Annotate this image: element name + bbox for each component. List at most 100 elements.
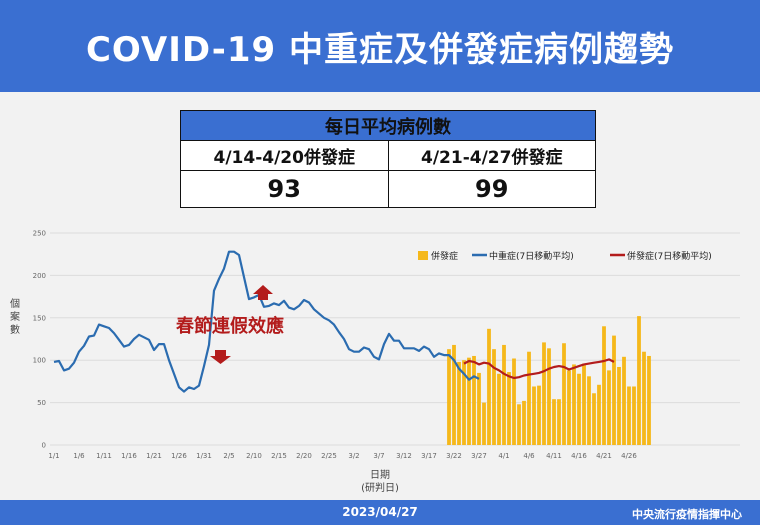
- y-axis-label-1: 個: [10, 297, 20, 310]
- complication-bar: [627, 386, 631, 445]
- arrow-up-icon: [253, 285, 273, 300]
- x-tick-label: 2/25: [321, 452, 337, 460]
- x-tick-label: 3/7: [373, 452, 384, 460]
- complication-bar: [517, 404, 521, 445]
- x-tick-label: 3/2: [348, 452, 359, 460]
- complication-bar: [462, 360, 466, 445]
- complication-bar: [542, 342, 546, 445]
- x-axis-label: 日期: [370, 469, 390, 481]
- complication-bar: [472, 355, 476, 445]
- complication-bar: [447, 349, 451, 445]
- y-tick-label: 250: [33, 230, 46, 238]
- complication-bar: [527, 351, 531, 445]
- page-header: COVID-19 中重症及併發症病例趨勢: [0, 0, 760, 92]
- x-tick-label: 4/16: [571, 452, 587, 460]
- complication-bar: [492, 349, 496, 445]
- y-tick-label: 100: [33, 357, 46, 365]
- complication-bar: [612, 335, 616, 445]
- annotation-text: 春節連假效應: [176, 315, 284, 337]
- complication-bar: [532, 386, 536, 445]
- complication-bar: [647, 355, 651, 445]
- col1-value: 93: [180, 170, 389, 208]
- complication-bar: [512, 358, 516, 445]
- legend: 併發症 中重症(7日移動平均) 併發症(7日移動平均): [418, 250, 712, 262]
- footer-org: 中央流行疫情指揮中心: [632, 508, 742, 521]
- col2-label: 4/21-4/27併發症: [387, 140, 596, 171]
- y-tick-label: 150: [33, 314, 46, 322]
- x-tick-label: 1/6: [73, 452, 85, 460]
- x-tick-label: 2/5: [223, 452, 234, 460]
- arrow-down-icon: [210, 350, 231, 364]
- x-tick-label: 1/16: [121, 452, 137, 460]
- gridlines: [50, 232, 740, 446]
- y-tick-label: 50: [37, 399, 46, 407]
- complication-bar: [617, 366, 621, 445]
- x-tick-label: 3/22: [446, 452, 462, 460]
- complication-bars: [447, 316, 651, 445]
- complication-bar: [642, 351, 646, 445]
- x-tick-label: 1/31: [196, 452, 212, 460]
- x-tick-label: 3/27: [471, 452, 487, 460]
- x-tick-label: 1/1: [48, 452, 59, 460]
- complication-bar: [497, 373, 501, 445]
- x-tick-label: 3/12: [396, 452, 412, 460]
- y-axis-label-3: 數: [10, 323, 20, 336]
- y-tick-label: 200: [33, 272, 46, 280]
- severe-ma7-line: [53, 250, 480, 393]
- col2-value: 99: [387, 170, 596, 208]
- complication-bar: [622, 356, 626, 445]
- page-title: COVID-19 中重症及併發症病例趨勢: [85, 29, 675, 70]
- complication-bar: [587, 376, 591, 445]
- legend-swatch-bar: [418, 251, 428, 260]
- complication-bar: [597, 384, 601, 445]
- complication-bar: [557, 399, 561, 445]
- complication-bar: [637, 316, 641, 445]
- legend-label-comp-ma7: 併發症(7日移動平均): [627, 250, 712, 262]
- complication-bar: [467, 357, 471, 445]
- x-tick-label: 1/26: [171, 452, 187, 460]
- x-tick-label: 2/20: [296, 452, 312, 460]
- y-axis-label-2: 案: [10, 310, 20, 323]
- page-footer: 2023/04/27 中央流行疫情指揮中心: [0, 500, 760, 525]
- y-tick-labels: 0 50 100 150 200 250: [33, 230, 46, 450]
- footer-date: 2023/04/27: [342, 505, 418, 519]
- complication-bar: [607, 370, 611, 445]
- complication-bar: [507, 372, 511, 445]
- complication-bar: [572, 364, 576, 445]
- complication-bar: [567, 370, 571, 445]
- complication-bar: [477, 372, 481, 445]
- x-tick-label: 2/10: [246, 452, 262, 460]
- x-tick-label: 2/15: [271, 452, 287, 460]
- daily-average-table: 每日平均病例數 4/14-4/20併發症 4/21-4/27併發症 93 99: [180, 110, 596, 208]
- complication-bar: [577, 373, 581, 445]
- table-title: 每日平均病例數: [180, 110, 596, 141]
- complication-bar: [592, 393, 596, 445]
- complication-bar: [502, 344, 506, 445]
- complication-bar: [562, 343, 566, 445]
- x-tick-label: 4/1: [498, 452, 509, 460]
- legend-label-severe-ma7: 中重症(7日移動平均): [489, 250, 574, 262]
- complication-bar: [482, 402, 486, 445]
- complication-bar: [522, 400, 526, 445]
- x-tick-label: 4/26: [621, 452, 637, 460]
- x-tick-label: 4/21: [596, 452, 612, 460]
- x-axis-sublabel: (研判日): [361, 482, 399, 494]
- complication-bar: [487, 328, 491, 445]
- complication-bar: [582, 363, 586, 445]
- complication-bar: [602, 326, 606, 445]
- spring-festival-annotation: 春節連假效應: [176, 285, 284, 364]
- series-lines: [53, 250, 615, 393]
- complication-bar: [457, 361, 461, 445]
- y-tick-label: 0: [42, 442, 46, 450]
- x-tick-labels: 1/1 1/6 1/11 1/16 1/21 1/26 1/31 2/5 2/10 2/15 2/2…: [48, 452, 637, 460]
- x-tick-label: 4/11: [546, 452, 562, 460]
- complications-ma7-line: [463, 358, 615, 380]
- complication-bar: [552, 399, 556, 445]
- complication-bar: [537, 385, 541, 445]
- complication-bar: [452, 344, 456, 445]
- legend-label-complications: 併發症: [431, 250, 458, 262]
- complication-bar: [632, 386, 636, 445]
- x-tick-label: 4/6: [523, 452, 535, 460]
- col1-label: 4/14-4/20併發症: [180, 140, 389, 171]
